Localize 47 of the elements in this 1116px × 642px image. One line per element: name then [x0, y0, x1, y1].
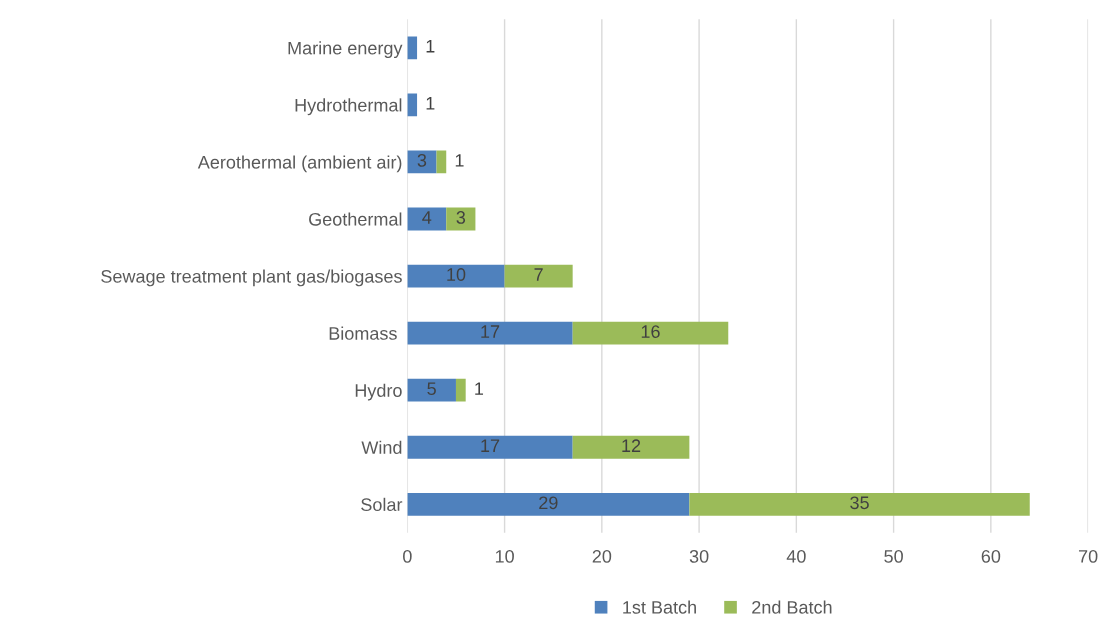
x-tick-label: 60 [981, 550, 1001, 563]
x-tick-label: 30 [689, 550, 709, 563]
data-label: 17 [481, 439, 500, 452]
data-label: 35 [850, 496, 869, 510]
bar [407, 264, 505, 288]
data-label: 1 [426, 40, 435, 53]
x-tick-label: 0 [403, 550, 412, 563]
bar [572, 321, 729, 345]
data-label: 1 [455, 154, 464, 167]
bar [407, 36, 418, 60]
bar [407, 492, 690, 516]
x-tick-label: 40 [786, 550, 806, 563]
y-tick-label: Sewage treatment plant gas/biogases [101, 269, 402, 287]
y-tick-label: Marine energy [288, 41, 403, 59]
y-tick-label: Aerothermal (ambient air) [197, 155, 402, 173]
x-tick-label: 50 [884, 550, 903, 563]
data-label: 4 [422, 211, 432, 224]
data-label: 16 [641, 325, 660, 338]
bar [407, 378, 456, 402]
bar [407, 435, 573, 459]
data-label: 10 [447, 268, 466, 281]
data-label: 29 [539, 496, 558, 510]
data-label: 1 [426, 97, 435, 110]
y-tick-label: Solar [361, 497, 403, 512]
y-tick-label: Hydrothermal [295, 98, 402, 116]
x-tick-label: 20 [592, 550, 612, 563]
data-label: 1 [475, 382, 484, 395]
bar [689, 492, 1030, 516]
y-tick-label: Biomass [329, 326, 397, 340]
data-label: 12 [622, 439, 641, 452]
y-tick-label: Hydro [355, 383, 402, 401]
x-tick-label: 10 [495, 550, 514, 563]
data-label: 3 [417, 153, 427, 167]
y-tick-label: Geothermal [309, 212, 402, 226]
data-label: 5 [427, 382, 436, 396]
legend-label: 2nd Batch [752, 600, 832, 614]
data-label: 7 [534, 268, 543, 281]
y-tick-label: Wind [361, 440, 402, 454]
data-label: 17 [481, 325, 500, 338]
bar [455, 378, 466, 402]
bar [407, 321, 573, 345]
bar [407, 93, 418, 117]
data-label: 3 [456, 211, 466, 224]
bar [572, 435, 690, 459]
bar [504, 264, 573, 288]
x-tick-label: 70 [1078, 550, 1098, 563]
legend-label: 1st Batch [623, 600, 696, 614]
